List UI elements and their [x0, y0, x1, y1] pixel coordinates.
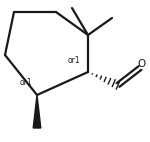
Text: or1: or1 [68, 56, 80, 64]
Text: O: O [138, 59, 146, 69]
Polygon shape [33, 95, 41, 128]
Text: or1: or1 [20, 78, 32, 86]
